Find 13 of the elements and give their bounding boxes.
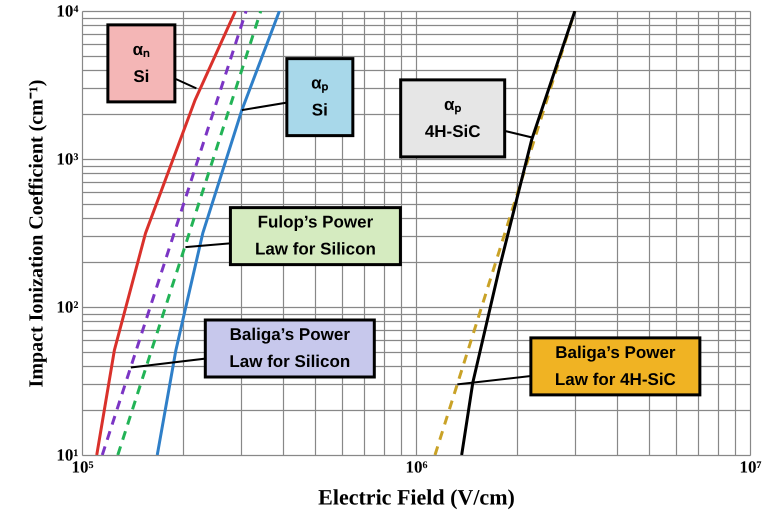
annotation: Baliga’s Power Law for 4H-SiC xyxy=(554,342,676,389)
x-tick-label: 10⁷ xyxy=(739,458,762,476)
annotation: Fulop’s Power Law for Silicon xyxy=(254,212,376,259)
y-tick-label: 10² xyxy=(56,298,78,316)
annotation: αₚ 4H-SiC xyxy=(424,94,481,141)
x-axis-title: Electric Field (V/cm) xyxy=(318,484,515,510)
annotation: Baliga’s Power Law for Silicon xyxy=(229,325,350,372)
annotation: αₚ Si xyxy=(311,74,329,120)
annotation: αₙ Si xyxy=(132,40,150,86)
y-tick-label: 10⁴ xyxy=(56,2,78,20)
x-tick-label: 10⁶ xyxy=(405,458,428,476)
y-tick-label: 10³ xyxy=(56,150,78,168)
y-axis-title: Impact Ionization Coefficient (cm⁻¹) xyxy=(25,80,48,388)
